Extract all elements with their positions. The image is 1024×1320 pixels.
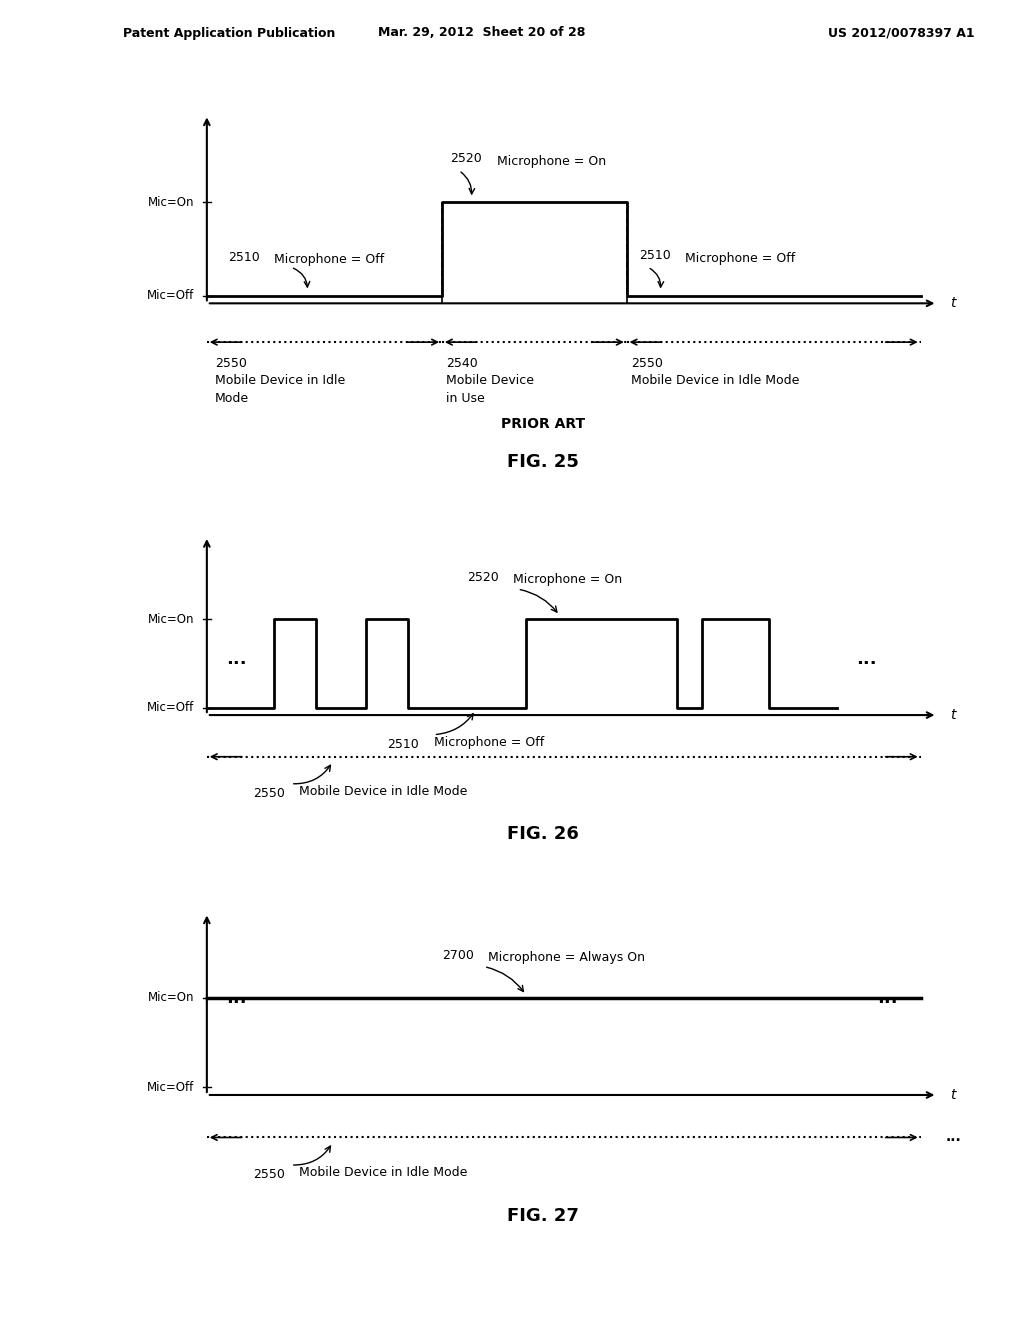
Text: Mobile Device in Idle: Mobile Device in Idle [215,374,345,387]
Text: FIG. 27: FIG. 27 [507,1208,579,1225]
Text: 2520: 2520 [467,572,499,585]
Text: t: t [950,1088,955,1102]
Text: Mar. 29, 2012  Sheet 20 of 28: Mar. 29, 2012 Sheet 20 of 28 [378,26,585,40]
Text: Mic=On: Mic=On [147,991,195,1005]
Text: Mic=Off: Mic=Off [147,289,195,302]
Text: 2550: 2550 [215,356,247,370]
Text: Mic=On: Mic=On [147,195,195,209]
Text: Mobile Device in Idle Mode: Mobile Device in Idle Mode [631,374,800,387]
Text: Mobile Device in Idle Mode: Mobile Device in Idle Mode [299,785,468,799]
Text: ...: ... [226,649,247,668]
Text: 2540: 2540 [446,356,478,370]
Text: 2700: 2700 [442,949,474,961]
Text: 2510: 2510 [387,738,419,751]
Text: Microphone = On: Microphone = On [513,573,623,586]
Text: ...: ... [877,989,897,1007]
Text: 2510: 2510 [227,251,260,264]
Text: Mobile Device: Mobile Device [446,374,535,387]
Text: Microphone = Off: Microphone = Off [433,737,544,750]
Text: PRIOR ART: PRIOR ART [501,417,585,432]
Text: in Use: in Use [446,392,485,405]
Text: Patent Application Publication: Patent Application Publication [123,26,335,40]
Text: t: t [950,708,955,722]
Text: 2510: 2510 [639,249,671,261]
Text: FIG. 26: FIG. 26 [507,825,579,843]
Text: US 2012/0078397 A1: US 2012/0078397 A1 [827,26,975,40]
Text: ...: ... [856,649,877,668]
Text: t: t [950,296,955,310]
Text: Mobile Device in Idle Mode: Mobile Device in Idle Mode [299,1167,468,1180]
Text: Microphone = Always On: Microphone = Always On [488,950,645,964]
Text: FIG. 25: FIG. 25 [507,453,579,471]
Text: Mic=Off: Mic=Off [147,701,195,714]
Text: ...: ... [226,989,247,1007]
Text: Mode: Mode [215,392,250,405]
Text: Microphone = Off: Microphone = Off [274,253,384,267]
Text: Mic=Off: Mic=Off [147,1081,195,1094]
Text: ...: ... [946,1130,962,1144]
Text: 2550: 2550 [253,787,285,800]
Text: 2520: 2520 [451,152,482,165]
Text: 2550: 2550 [253,1168,285,1181]
Text: 2550: 2550 [631,356,663,370]
Text: Mic=On: Mic=On [147,612,195,626]
Text: Microphone = On: Microphone = On [497,154,605,168]
Text: Microphone = Off: Microphone = Off [685,252,796,264]
